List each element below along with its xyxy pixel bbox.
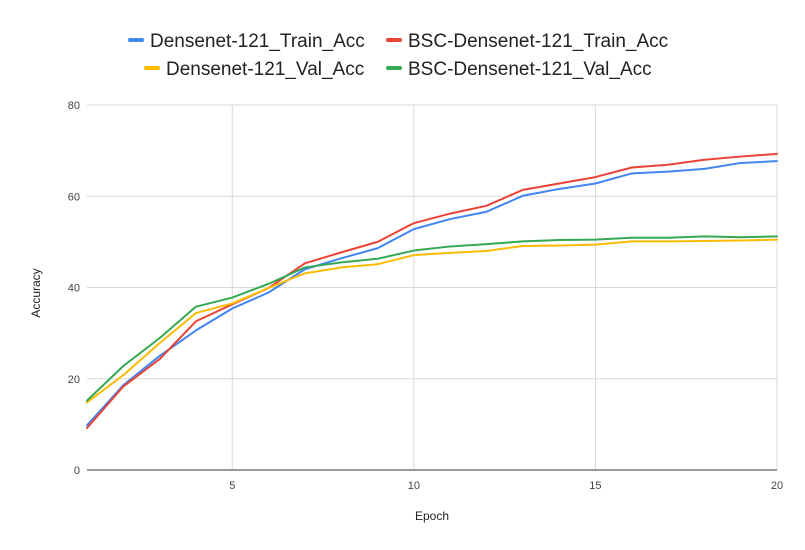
grid	[87, 104, 778, 470]
series-line-2	[86, 238, 778, 404]
legend: Densenet-121_Train_Acc BSC-Densenet-121_T…	[128, 31, 668, 80]
x-tick-label: 15	[589, 480, 601, 492]
legend-label: BSC-Densenet-121_Val_Acc	[408, 59, 652, 80]
series-line-0	[86, 160, 778, 427]
y-tick-label: 40	[68, 283, 80, 295]
y-tick-label: 0	[74, 465, 80, 477]
x-tick-label: 5	[229, 480, 235, 492]
series-line-3	[86, 235, 778, 402]
series-line-1	[86, 152, 778, 430]
y-axis-label: Accuracy	[29, 268, 43, 317]
x-axis-label: Epoch	[415, 509, 449, 523]
axes: 0 20 40 60 80 5 10 15 20	[68, 100, 783, 492]
legend-label: Densenet-121_Val_Acc	[166, 59, 364, 80]
y-tick-label: 80	[68, 100, 80, 112]
y-tick-label: 60	[68, 191, 80, 203]
y-tick-label: 20	[68, 374, 80, 386]
legend-label: BSC-Densenet-121_Train_Acc	[408, 31, 668, 52]
legend-label: Densenet-121_Train_Acc	[150, 31, 365, 52]
x-tick-label: 20	[771, 480, 783, 492]
x-tick-label: 10	[408, 480, 420, 492]
series-lines	[86, 152, 778, 430]
